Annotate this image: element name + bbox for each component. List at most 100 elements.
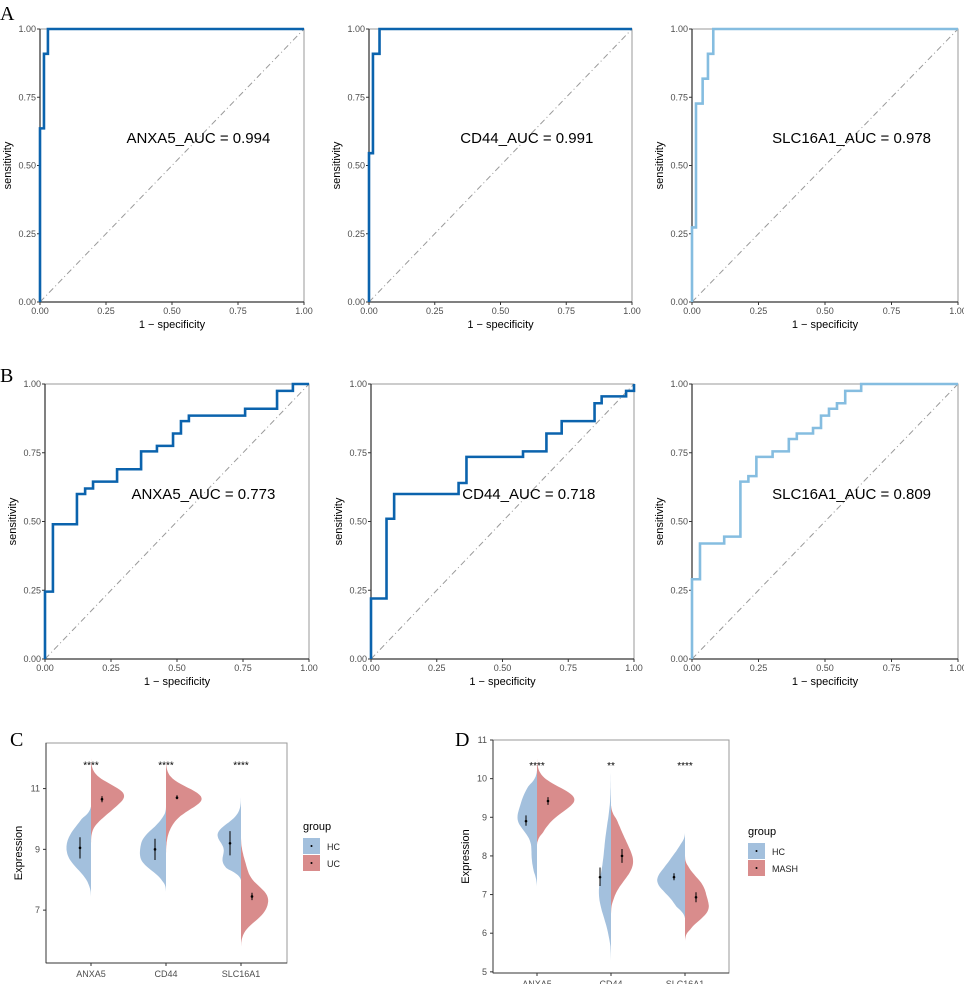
significance-label: **** (677, 761, 693, 772)
y-tick-label: 0.25 (347, 229, 365, 239)
violin-half-ANXA5-MASH (537, 755, 575, 845)
x-tick-label: 0.50 (163, 306, 181, 316)
x-tick-label: 0.25 (102, 663, 120, 673)
x-tick-label: 1.00 (949, 663, 964, 673)
y-tick-label: 9 (35, 844, 40, 854)
x-tick-label: 0.75 (234, 663, 252, 673)
x-tick-label: 0.75 (883, 663, 901, 673)
significance-label: **** (158, 760, 174, 771)
y-axis-label: sensitivity (654, 497, 666, 545)
x-tick-label: 0.50 (816, 663, 834, 673)
y-tick-label: 0.25 (23, 585, 41, 595)
auc-annotation: SLC16A1_AUC = 0.978 (772, 130, 931, 147)
auc-annotation: CD44_AUC = 0.718 (462, 486, 595, 503)
roc-plot-A-ANXA5: 0.00 0.25 0.50 0.75 1.00 0.00 0.25 0.50 0.75 1.00… (2, 24, 313, 331)
x-tick-label: 1.00 (295, 306, 313, 316)
x-tick-label: 0.50 (492, 306, 510, 316)
y-tick-label: 6 (482, 928, 487, 938)
legend-point (755, 867, 758, 869)
reference-diagonal (39, 28, 305, 303)
mean-point (672, 875, 676, 879)
x-tick-label: ANXA5 (76, 969, 106, 979)
y-tick-label: 8 (482, 851, 487, 861)
x-tick-label: CD44 (154, 969, 177, 979)
x-axis-label: 1 − specificity (469, 676, 536, 688)
legend-title: group (748, 826, 776, 838)
mean-point (250, 895, 254, 898)
y-tick-label: 0.25 (18, 229, 36, 239)
violin-half-CD44-UC (166, 752, 202, 859)
y-tick-label: 0.25 (670, 229, 688, 239)
legend-point (310, 862, 313, 864)
x-tick-label: 0.50 (494, 663, 512, 673)
reference-diagonal (44, 383, 310, 660)
significance-label: **** (83, 760, 99, 771)
y-tick-label: 5 (482, 967, 487, 977)
mean-point (228, 841, 232, 845)
violin-half-CD44-HC (139, 806, 166, 892)
legend: group HC UC (303, 821, 340, 871)
x-tick-label: 0.50 (168, 663, 186, 673)
x-axis-label: 1 − specificity (792, 319, 859, 331)
y-tick-label: 1.00 (670, 24, 688, 34)
y-tick-label: 0.25 (670, 585, 688, 595)
auc-annotation: ANXA5_AUC = 0.773 (131, 486, 275, 503)
roc-curve (367, 27, 632, 302)
y-tick-label: 7 (482, 890, 487, 900)
y-tick-label: 0.75 (670, 92, 688, 102)
y-tick-label: 1.00 (347, 24, 365, 34)
x-tick-label: 0.25 (97, 306, 115, 316)
x-axis-label: 1 − specificity (144, 676, 211, 688)
mean-point (546, 799, 550, 803)
y-axis-label: sensitivity (654, 141, 666, 189)
y-tick-label: 0.50 (349, 517, 367, 527)
violin-half-ANXA5-HC (66, 806, 91, 898)
x-tick-label: 1.00 (949, 306, 964, 316)
x-tick-label: CD44 (599, 979, 622, 984)
violin-plot-C: 7 9 11 Expression ANXA5 **** CD44 **** SLC16A1 **… (13, 742, 340, 979)
roc-curve (38, 27, 304, 302)
x-tick-label: 1.00 (625, 663, 643, 673)
x-tick-label: SLC16A1 (666, 979, 705, 984)
roc-curve (369, 384, 636, 659)
violin-half-ANXA5-HC (517, 770, 537, 887)
reference-diagonal (691, 28, 959, 303)
x-axis-label: 1 − specificity (792, 676, 859, 688)
violin-plot-D: 5 6 7 8 9 10 11 Expression ANXA5 **** CD44 ** SLC16A… (460, 735, 798, 984)
roc-plot-A-SLC16A1: 0.00 0.25 0.50 0.75 1.00 0.00 0.25 0.50 0.75 1.00… (654, 24, 964, 331)
panel-letter-D: D (455, 729, 469, 751)
y-axis-label: sensitivity (333, 497, 345, 545)
legend-title: group (303, 821, 331, 833)
panel-letter-A: A (0, 3, 15, 25)
y-axis-label: Expression (460, 829, 472, 883)
mean-point (100, 797, 104, 801)
mean-point (598, 875, 602, 879)
significance-label: ** (607, 761, 615, 772)
y-tick-label: 0.75 (670, 448, 688, 458)
y-tick-label: 0.75 (18, 92, 36, 102)
y-tick-label: 0.50 (670, 517, 688, 527)
y-tick-label: 11 (478, 735, 487, 745)
significance-label: **** (529, 761, 545, 772)
roc-curve (43, 382, 309, 659)
x-tick-label: SLC16A1 (222, 969, 261, 979)
mean-point (524, 819, 528, 823)
x-tick-label: 0.00 (36, 663, 54, 673)
mean-point (694, 895, 698, 899)
reference-diagonal (370, 383, 635, 660)
x-tick-label: 0.75 (557, 306, 575, 316)
violin-half-SLC16A1-HC (657, 832, 685, 918)
x-tick-label: 0.25 (426, 306, 444, 316)
x-tick-label: 0.00 (683, 663, 701, 673)
violin-half-SLC16A1-HC (217, 791, 241, 880)
x-tick-label: ANXA5 (522, 979, 552, 984)
y-tick-label: 0.75 (349, 448, 367, 458)
y-tick-label: 1.00 (670, 379, 688, 389)
mean-point (620, 854, 624, 858)
y-tick-label: 0.50 (347, 161, 365, 171)
x-tick-label: 1.00 (300, 663, 318, 673)
y-tick-label: 11 (31, 784, 40, 794)
y-tick-label: 0.00 (349, 654, 367, 664)
roc-plot-A-CD44: 0.00 0.25 0.50 0.75 1.00 0.00 0.25 0.50 0.75 1.00… (331, 24, 641, 331)
